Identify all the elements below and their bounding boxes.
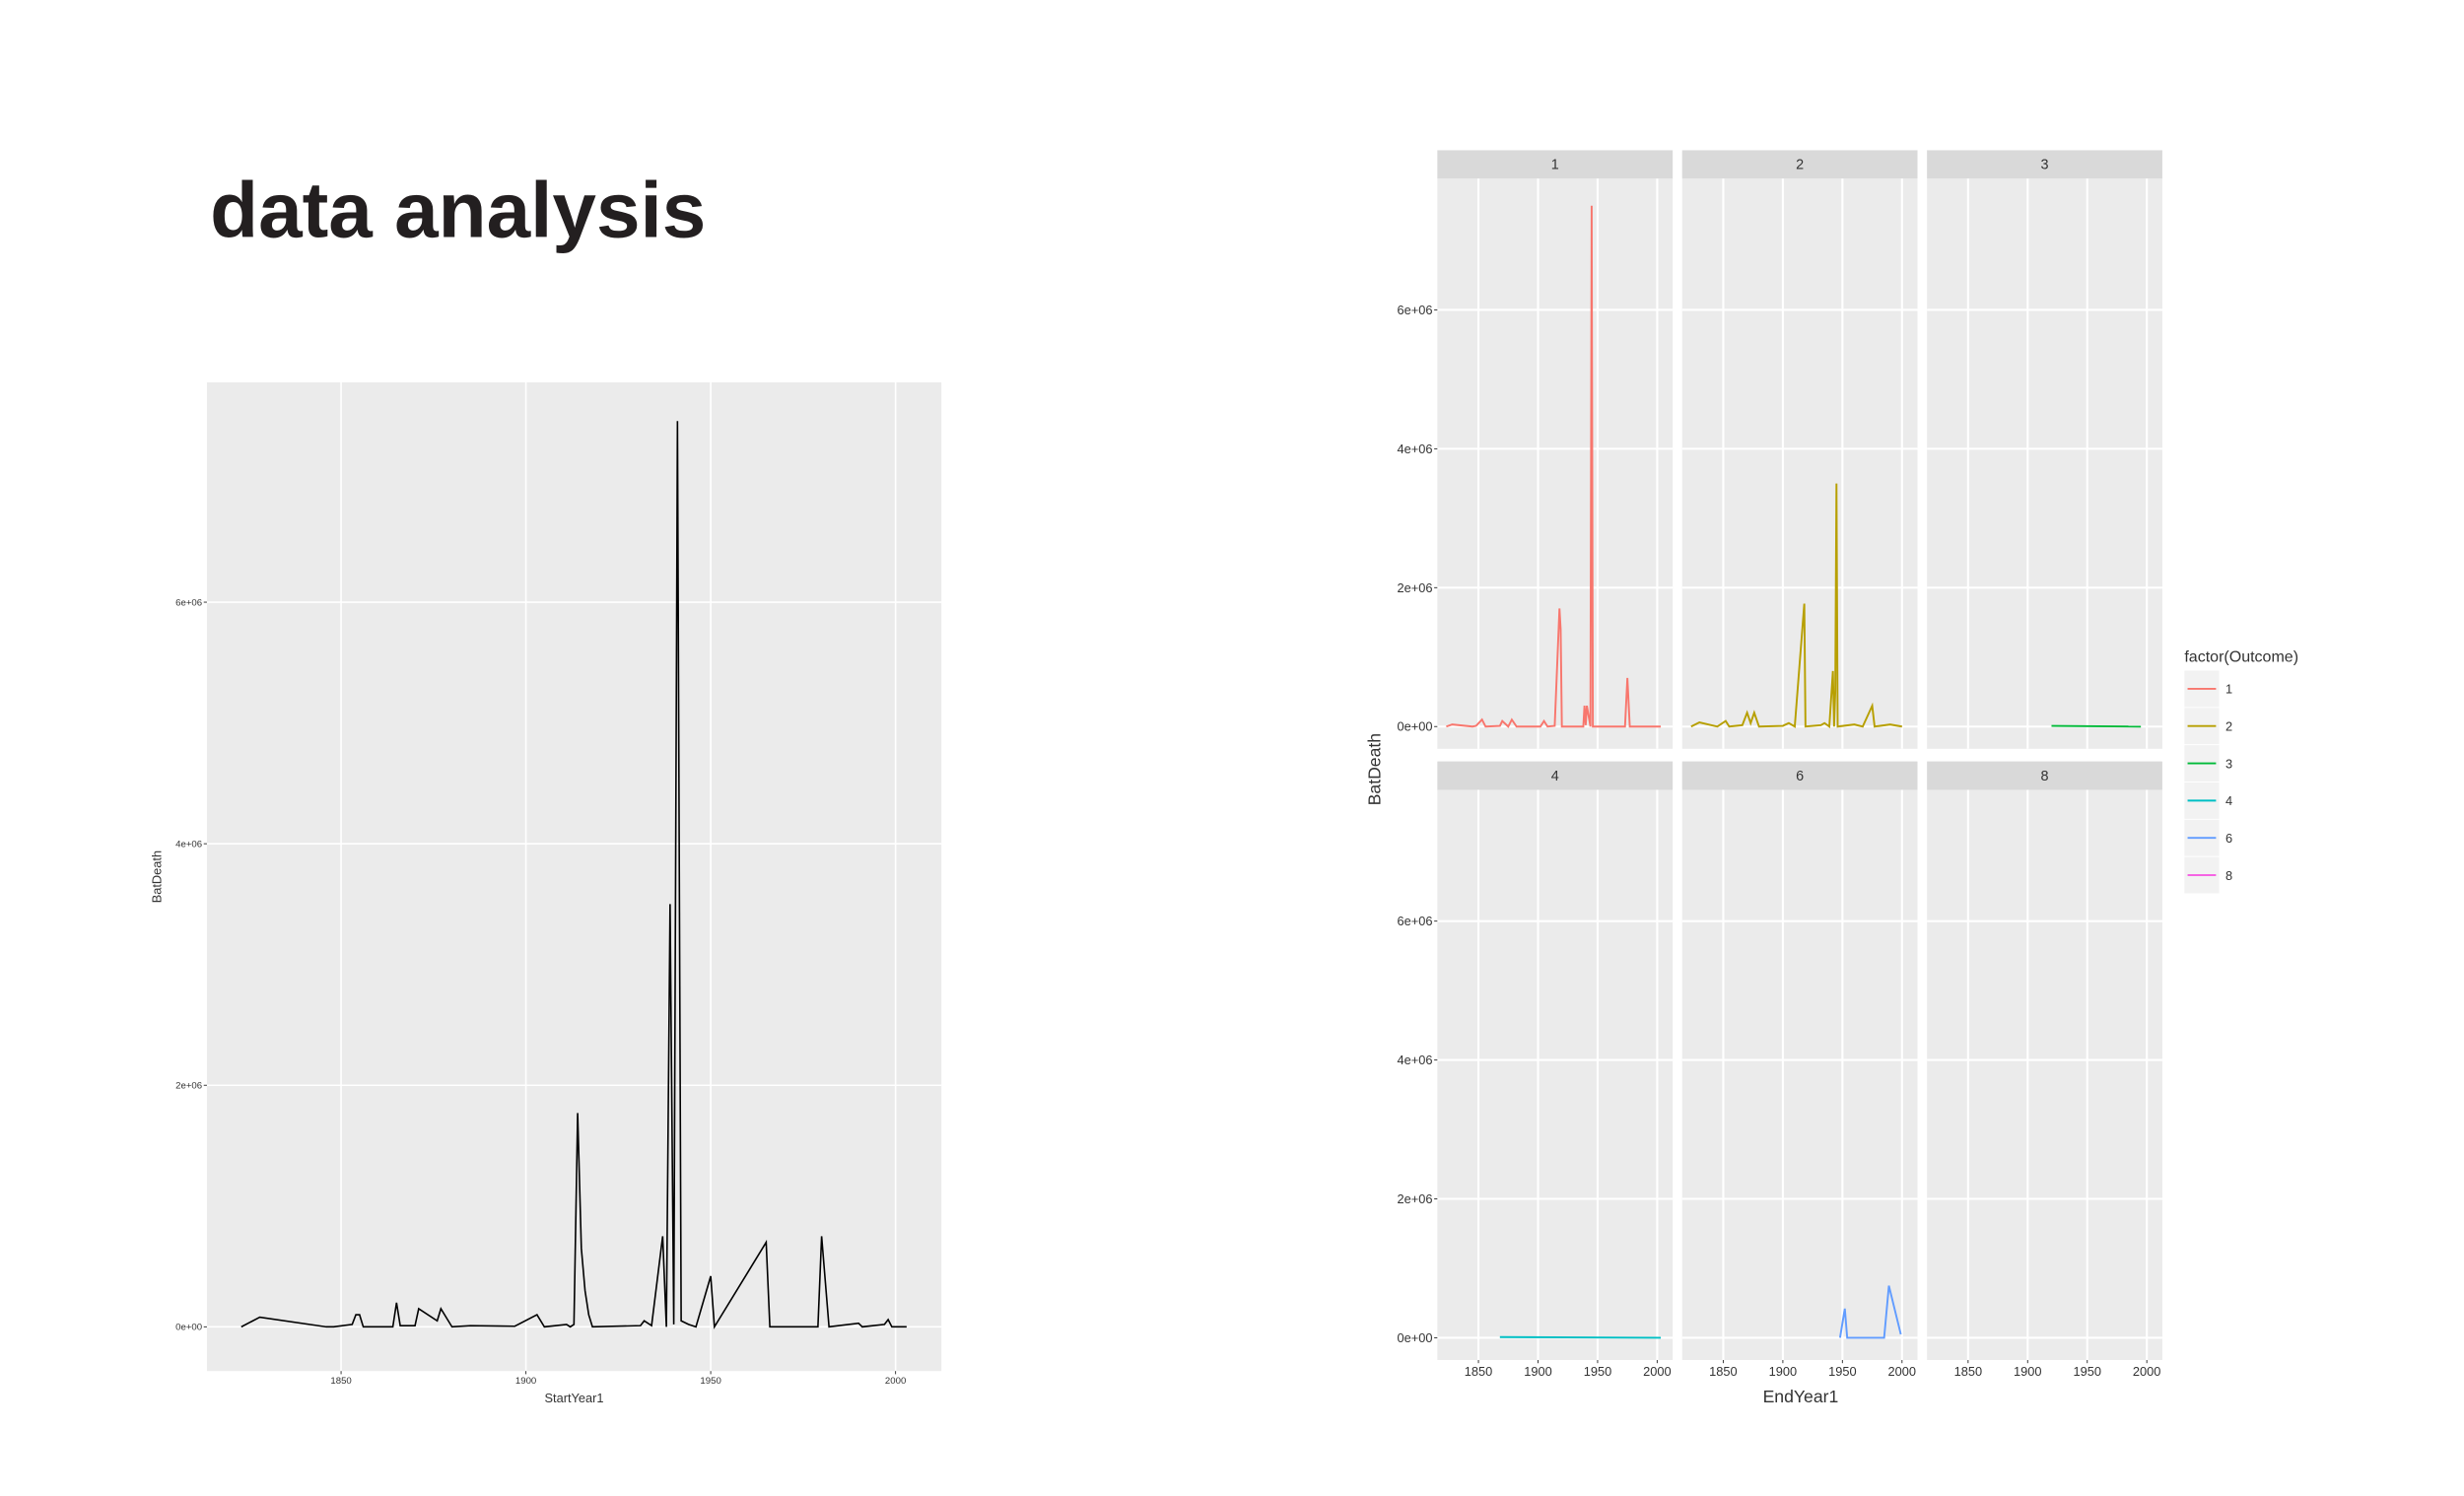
facet-label: 2: [1796, 158, 1804, 173]
x-tick-label: 2000: [2133, 1364, 2161, 1379]
x-tick-label: 2000: [885, 1376, 906, 1387]
x-tick-label: 2000: [1888, 1364, 1917, 1379]
y-tick-label: 4e+06: [175, 840, 202, 850]
data-line: [1838, 1285, 1902, 1339]
panel-background: [1437, 789, 1674, 1360]
legend-label: 1: [2225, 682, 2232, 697]
panel-background: [206, 382, 942, 1372]
x-tick-label: 1900: [515, 1376, 536, 1387]
facet-strip: [1437, 761, 1674, 790]
y-tick-label: 6e+06: [1398, 303, 1433, 317]
facet-strip: [1927, 761, 2162, 790]
panel-background: [1681, 789, 1918, 1360]
y-tick-label: 2e+06: [1398, 1191, 1433, 1206]
slide-title: data analysis: [210, 166, 706, 254]
data-line: [1446, 205, 1662, 728]
facet-label: 4: [1551, 769, 1559, 784]
facet-label: 8: [2041, 769, 2049, 784]
y-tick-label: 2e+06: [1398, 580, 1433, 595]
data-line: [2051, 724, 2142, 728]
y-tick-label: 4e+06: [1398, 1053, 1433, 1067]
y-tick-label: 0e+00: [175, 1323, 202, 1333]
facet-strip: [1927, 150, 2162, 179]
y-tick-label: 6e+06: [1398, 914, 1433, 928]
x-tick-label: 1850: [330, 1376, 351, 1387]
y-tick-label: 0e+00: [1398, 719, 1433, 734]
facet-label: 1: [1551, 158, 1559, 173]
x-tick-label: 1850: [1709, 1364, 1738, 1379]
y-tick-label: 0e+00: [1398, 1330, 1433, 1345]
facet-label: 3: [2041, 158, 2049, 173]
y-tick-label: 2e+06: [175, 1081, 202, 1092]
facet-strip: [1681, 761, 1918, 790]
y-axis-title: BatDeath: [1365, 733, 1385, 805]
panel-background: [1927, 178, 2162, 749]
x-axis-title: StartYear1: [544, 1391, 603, 1405]
x-tick-label: 1900: [1769, 1364, 1798, 1379]
x-axis-title: EndYear1: [1763, 1387, 1839, 1406]
data-line: [1499, 1335, 1662, 1339]
x-tick-label: 1900: [2014, 1364, 2042, 1379]
x-tick-label: 1900: [1524, 1364, 1552, 1379]
y-tick-label: 6e+06: [175, 597, 202, 608]
x-tick-label: 1850: [1954, 1364, 1983, 1379]
panel-background: [1927, 789, 2162, 1360]
x-tick-label: 1850: [1465, 1364, 1493, 1379]
legend-label: 2: [2225, 719, 2232, 734]
data-line: [240, 421, 907, 1329]
x-tick-label: 1950: [700, 1376, 720, 1387]
legend-title: factor(Outcome): [2184, 648, 2298, 666]
facet-strip: [1681, 150, 1918, 179]
legend-label: 4: [2225, 793, 2232, 808]
facet-label: 6: [1796, 769, 1804, 784]
legend-label: 8: [2225, 868, 2232, 883]
x-tick-label: 1950: [1828, 1364, 1857, 1379]
facet-strip: [1437, 150, 1674, 179]
x-tick-label: 1950: [1584, 1364, 1612, 1379]
y-axis-title: BatDeath: [149, 850, 164, 903]
data-line: [1690, 483, 1902, 729]
legend-label: 3: [2225, 756, 2232, 771]
x-tick-label: 2000: [1643, 1364, 1672, 1379]
y-tick-label: 4e+06: [1398, 442, 1433, 456]
panel-background: [1437, 178, 1674, 749]
x-tick-label: 1950: [2073, 1364, 2101, 1379]
legend-label: 6: [2225, 831, 2232, 846]
